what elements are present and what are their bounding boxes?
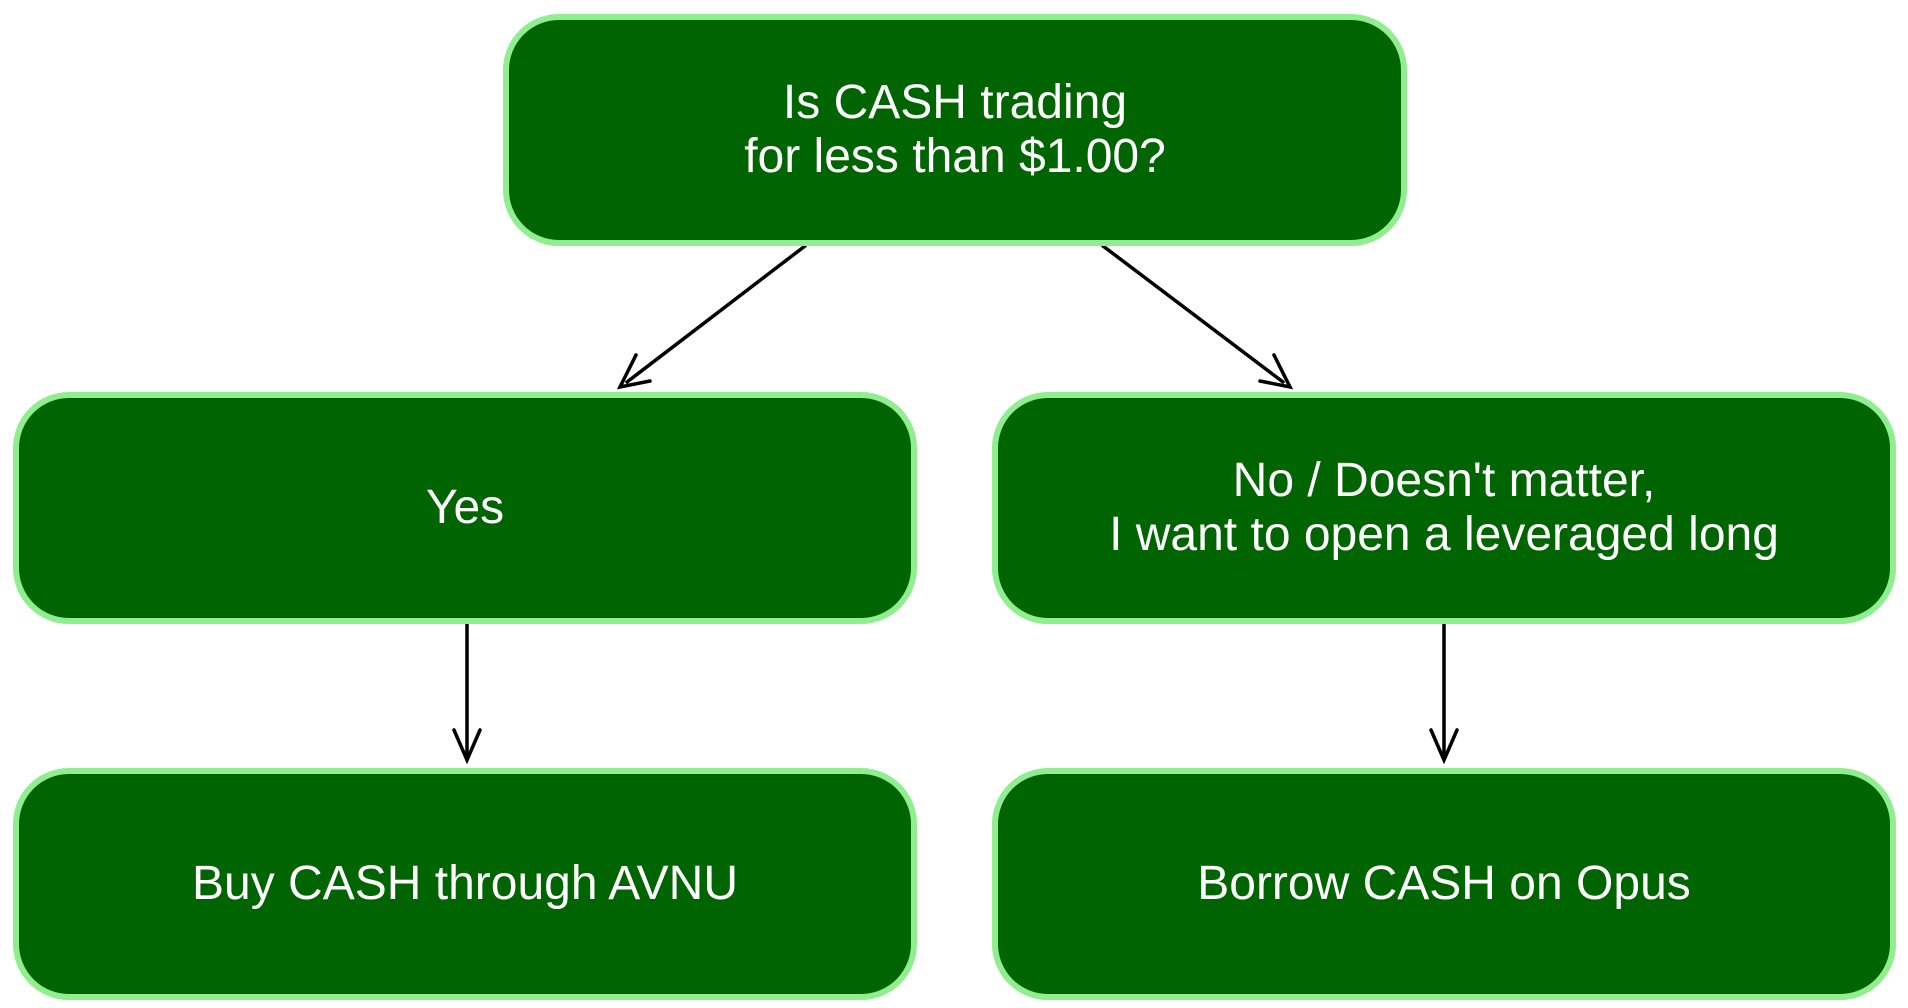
- node-yes-label: Yes: [425, 481, 505, 534]
- node-buy-label: Buy CASH through AVNU: [191, 857, 739, 910]
- edge-no-to-borrow: [1429, 622, 1459, 765]
- node-question-label: Is CASH trading for less than $1.00?: [744, 76, 1166, 183]
- node-no: No / Doesn't matter, I want to open a le…: [992, 392, 1896, 624]
- edge-question-to-no: [1101, 244, 1294, 390]
- node-no-label: No / Doesn't matter, I want to open a le…: [1109, 454, 1779, 561]
- node-borrow-label: Borrow CASH on Opus: [1197, 857, 1691, 910]
- node-borrow: Borrow CASH on Opus: [992, 768, 1896, 1000]
- edge-question-to-yes: [616, 244, 807, 390]
- node-yes: Yes: [13, 392, 917, 624]
- node-buy: Buy CASH through AVNU: [13, 768, 917, 1000]
- node-question: Is CASH trading for less than $1.00?: [503, 14, 1407, 246]
- edge-yes-to-buy: [452, 622, 482, 765]
